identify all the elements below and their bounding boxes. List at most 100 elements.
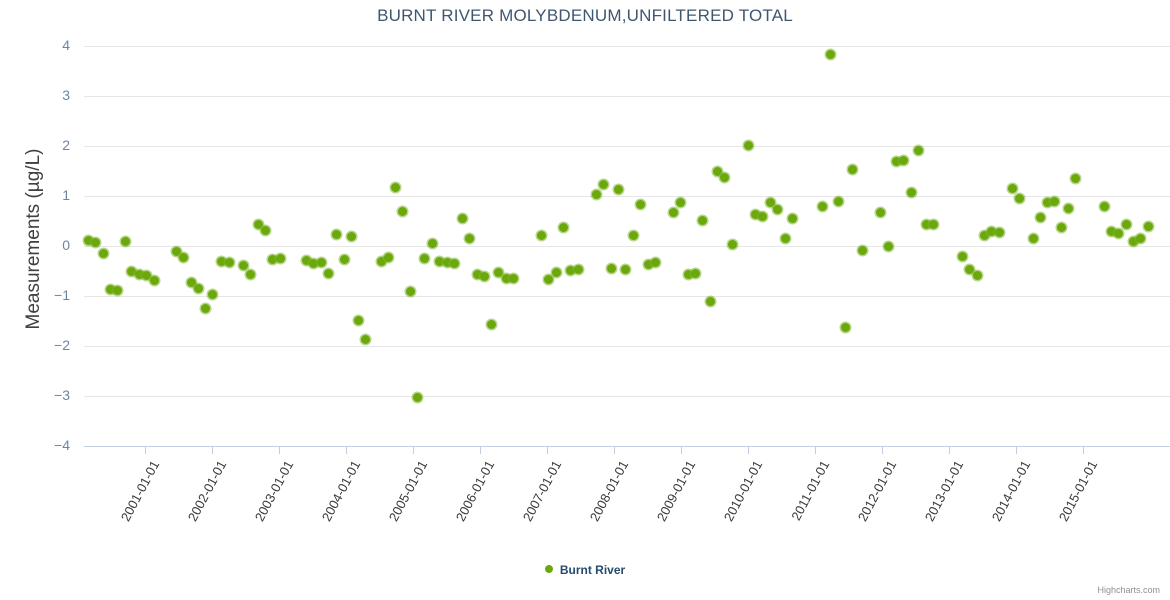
- data-point[interactable]: [857, 245, 867, 255]
- data-point[interactable]: [267, 254, 277, 264]
- data-point[interactable]: [591, 189, 601, 199]
- data-point[interactable]: [913, 145, 923, 155]
- data-point[interactable]: [449, 258, 459, 268]
- data-point[interactable]: [765, 197, 775, 207]
- data-point[interactable]: [134, 269, 144, 279]
- data-point[interactable]: [360, 334, 370, 344]
- data-point[interactable]: [141, 270, 151, 280]
- data-point[interactable]: [83, 235, 93, 245]
- data-point[interactable]: [383, 252, 393, 262]
- data-point[interactable]: [620, 264, 630, 274]
- data-point[interactable]: [635, 199, 645, 209]
- data-point[interactable]: [1113, 228, 1123, 238]
- data-point[interactable]: [750, 209, 760, 219]
- data-point[interactable]: [875, 207, 885, 217]
- data-point[interactable]: [847, 164, 857, 174]
- data-point[interactable]: [690, 268, 700, 278]
- data-point[interactable]: [149, 275, 159, 285]
- data-point[interactable]: [434, 256, 444, 266]
- data-point[interactable]: [780, 233, 790, 243]
- data-point[interactable]: [683, 269, 693, 279]
- data-point[interactable]: [757, 211, 767, 221]
- data-point[interactable]: [643, 259, 653, 269]
- data-point[interactable]: [1063, 203, 1073, 213]
- data-point[interactable]: [442, 257, 452, 267]
- data-point[interactable]: [906, 187, 916, 197]
- data-point[interactable]: [457, 213, 467, 223]
- data-point[interactable]: [1135, 233, 1145, 243]
- data-point[interactable]: [224, 257, 234, 267]
- data-point[interactable]: [207, 289, 217, 299]
- data-point[interactable]: [675, 197, 685, 207]
- data-point[interactable]: [891, 156, 901, 166]
- data-point[interactable]: [275, 253, 285, 263]
- data-point[interactable]: [479, 271, 489, 281]
- data-point[interactable]: [986, 226, 996, 236]
- data-point[interactable]: [346, 231, 356, 241]
- data-point[interactable]: [628, 230, 638, 240]
- data-point[interactable]: [650, 257, 660, 267]
- data-point[interactable]: [1007, 183, 1017, 193]
- data-point[interactable]: [98, 248, 108, 258]
- highcharts-credits-link[interactable]: Highcharts.com: [1097, 585, 1160, 595]
- data-point[interactable]: [1028, 233, 1038, 243]
- data-point[interactable]: [840, 322, 850, 332]
- data-point[interactable]: [1099, 201, 1109, 211]
- data-point[interactable]: [1049, 196, 1059, 206]
- data-point[interactable]: [308, 258, 318, 268]
- data-point[interactable]: [573, 264, 583, 274]
- data-point[interactable]: [200, 303, 210, 313]
- data-point[interactable]: [883, 241, 893, 251]
- data-point[interactable]: [1035, 212, 1045, 222]
- data-point[interactable]: [1128, 236, 1138, 246]
- data-point[interactable]: [1121, 219, 1131, 229]
- data-point[interactable]: [994, 227, 1004, 237]
- data-point[interactable]: [419, 253, 429, 263]
- data-point[interactable]: [216, 256, 226, 266]
- data-point[interactable]: [493, 267, 503, 277]
- data-point[interactable]: [697, 215, 707, 225]
- data-point[interactable]: [412, 392, 422, 402]
- data-point[interactable]: [245, 269, 255, 279]
- data-point[interactable]: [825, 49, 835, 59]
- data-point[interactable]: [90, 237, 100, 247]
- data-point[interactable]: [787, 213, 797, 223]
- data-point[interactable]: [405, 286, 415, 296]
- data-point[interactable]: [105, 284, 115, 294]
- data-point[interactable]: [120, 236, 130, 246]
- data-point[interactable]: [178, 252, 188, 262]
- data-point[interactable]: [972, 270, 982, 280]
- data-point[interactable]: [957, 251, 967, 261]
- data-point[interactable]: [1106, 226, 1116, 236]
- data-point[interactable]: [598, 179, 608, 189]
- data-point[interactable]: [898, 155, 908, 165]
- data-point[interactable]: [712, 166, 722, 176]
- data-point[interactable]: [833, 196, 843, 206]
- data-point[interactable]: [543, 274, 553, 284]
- data-point[interactable]: [339, 254, 349, 264]
- data-point[interactable]: [397, 206, 407, 216]
- legend-item-burnt-river[interactable]: Burnt River: [544, 562, 625, 577]
- data-point[interactable]: [472, 269, 482, 279]
- data-point[interactable]: [928, 219, 938, 229]
- chart-legend[interactable]: Burnt River: [0, 562, 1170, 577]
- data-point[interactable]: [817, 201, 827, 211]
- data-point[interactable]: [501, 273, 511, 283]
- data-point[interactable]: [316, 257, 326, 267]
- data-point[interactable]: [186, 277, 196, 287]
- data-point[interactable]: [558, 222, 568, 232]
- data-point[interactable]: [323, 268, 333, 278]
- data-point[interactable]: [508, 273, 518, 283]
- data-point[interactable]: [606, 263, 616, 273]
- data-point[interactable]: [112, 285, 122, 295]
- data-point[interactable]: [1143, 221, 1153, 231]
- data-point[interactable]: [1042, 197, 1052, 207]
- data-point[interactable]: [331, 229, 341, 239]
- data-point[interactable]: [464, 233, 474, 243]
- data-point[interactable]: [1056, 222, 1066, 232]
- data-point[interactable]: [486, 319, 496, 329]
- data-point[interactable]: [427, 238, 437, 248]
- data-point[interactable]: [353, 315, 363, 325]
- data-point[interactable]: [238, 260, 248, 270]
- data-point[interactable]: [921, 219, 931, 229]
